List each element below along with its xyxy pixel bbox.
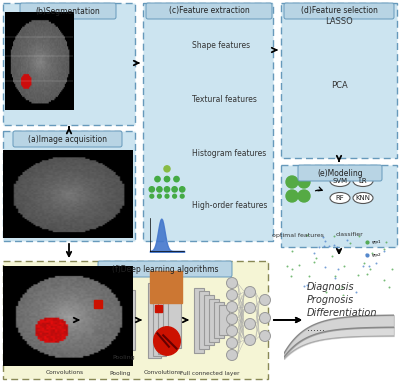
FancyBboxPatch shape xyxy=(3,261,268,379)
Text: Histogram features: Histogram features xyxy=(192,149,266,157)
FancyBboxPatch shape xyxy=(146,3,272,19)
Circle shape xyxy=(286,190,298,202)
Text: Full connected layer: Full connected layer xyxy=(180,370,240,375)
Text: KNN: KNN xyxy=(356,195,370,201)
Text: (d)Feature selection: (d)Feature selection xyxy=(300,7,378,15)
Circle shape xyxy=(226,350,238,360)
FancyBboxPatch shape xyxy=(3,131,135,241)
Text: (a)Image acquisition: (a)Image acquisition xyxy=(28,134,107,144)
FancyBboxPatch shape xyxy=(281,165,397,247)
Ellipse shape xyxy=(330,176,350,186)
Text: optimal features: optimal features xyxy=(272,233,324,238)
Circle shape xyxy=(260,313,270,323)
Circle shape xyxy=(298,176,310,188)
Text: classifier: classifier xyxy=(336,233,364,238)
Text: Shape features: Shape features xyxy=(192,40,250,50)
FancyBboxPatch shape xyxy=(98,261,232,277)
FancyBboxPatch shape xyxy=(143,3,273,241)
FancyBboxPatch shape xyxy=(3,3,135,125)
Bar xyxy=(117,290,135,350)
Text: LASSO: LASSO xyxy=(325,17,353,25)
Ellipse shape xyxy=(353,176,373,186)
Text: Convolutions: Convolutions xyxy=(144,370,182,375)
Text: High-order features: High-order features xyxy=(192,201,267,209)
Text: LR: LR xyxy=(359,178,367,184)
Bar xyxy=(158,286,171,354)
Circle shape xyxy=(260,330,270,341)
Text: Textural features: Textural features xyxy=(192,95,257,104)
FancyBboxPatch shape xyxy=(284,3,394,19)
Text: (f)Deep learning algorithms: (f)Deep learning algorithms xyxy=(112,264,218,273)
Bar xyxy=(153,284,166,356)
Bar xyxy=(88,294,98,304)
Text: (c)Feature extraction: (c)Feature extraction xyxy=(169,7,249,15)
Text: (e)Modeling: (e)Modeling xyxy=(317,169,363,177)
Ellipse shape xyxy=(330,192,350,204)
Text: Diagnosis: Diagnosis xyxy=(307,282,355,292)
Bar xyxy=(85,282,113,357)
Bar xyxy=(199,291,209,349)
Text: ......: ...... xyxy=(307,323,325,333)
Circle shape xyxy=(226,325,238,336)
Bar xyxy=(168,292,181,348)
Text: Prognosis: Prognosis xyxy=(307,295,354,305)
Bar xyxy=(89,286,117,361)
Circle shape xyxy=(286,176,298,188)
Circle shape xyxy=(226,338,238,348)
Text: Convolutions: Convolutions xyxy=(46,370,84,375)
Text: Differentiation: Differentiation xyxy=(307,308,378,318)
FancyBboxPatch shape xyxy=(281,3,397,158)
Bar xyxy=(204,295,214,345)
FancyBboxPatch shape xyxy=(13,131,122,147)
Bar xyxy=(163,289,176,351)
Text: SVM: SVM xyxy=(332,178,348,184)
Ellipse shape xyxy=(353,192,373,204)
Bar xyxy=(214,302,224,338)
Text: RF: RF xyxy=(336,195,344,201)
Circle shape xyxy=(260,295,270,306)
Circle shape xyxy=(226,301,238,313)
Circle shape xyxy=(226,278,238,288)
Text: PCA: PCA xyxy=(331,82,347,90)
Bar xyxy=(148,283,161,358)
Bar xyxy=(94,300,102,308)
Circle shape xyxy=(244,303,256,313)
Circle shape xyxy=(226,290,238,301)
Text: (b)Segmentation: (b)Segmentation xyxy=(36,7,100,15)
Circle shape xyxy=(244,286,256,298)
Text: Pooling: Pooling xyxy=(113,355,135,360)
FancyBboxPatch shape xyxy=(20,3,116,19)
Text: Pooling: Pooling xyxy=(109,370,131,375)
Circle shape xyxy=(244,318,256,330)
Bar xyxy=(194,288,204,353)
FancyBboxPatch shape xyxy=(298,165,382,181)
Circle shape xyxy=(226,313,238,325)
Circle shape xyxy=(244,335,256,345)
Bar xyxy=(209,299,219,342)
Circle shape xyxy=(298,190,310,202)
Bar xyxy=(155,305,162,312)
Bar xyxy=(219,305,229,335)
